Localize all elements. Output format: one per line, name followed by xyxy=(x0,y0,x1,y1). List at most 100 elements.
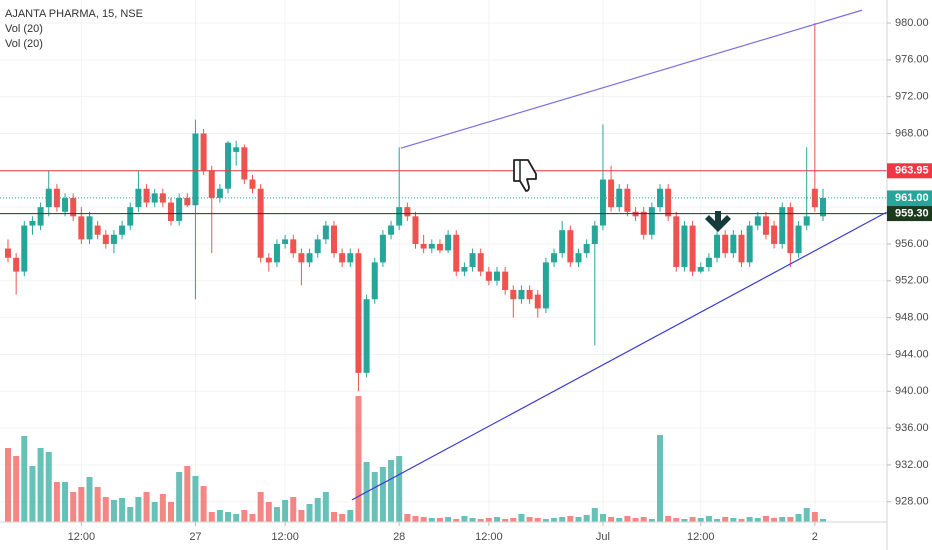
y-tick-label: 976.00 xyxy=(895,54,929,66)
candle-body xyxy=(616,188,623,208)
volume-bar xyxy=(265,502,272,522)
candle-body xyxy=(257,188,264,258)
candle-body xyxy=(110,234,117,244)
volume-bar xyxy=(371,472,378,522)
volume-bar xyxy=(461,516,468,522)
volume-bar xyxy=(526,517,533,522)
candle-body xyxy=(53,188,60,208)
x-tick-label: 2 xyxy=(812,531,818,543)
volume-bar xyxy=(273,507,280,522)
candle-body xyxy=(453,234,460,272)
x-tick-label: 27 xyxy=(189,531,201,543)
volume-bar xyxy=(762,516,769,522)
candle-body xyxy=(396,207,403,226)
volume-bar xyxy=(608,517,615,522)
volume-bar xyxy=(13,456,20,522)
candle-body xyxy=(265,257,272,263)
volume-bar xyxy=(53,482,60,522)
candle-body xyxy=(445,234,452,251)
candle-body xyxy=(681,225,688,267)
candle-body xyxy=(730,234,737,254)
volume-bar xyxy=(290,497,297,522)
volume-bar xyxy=(738,519,745,522)
candle-body xyxy=(534,294,541,309)
candle-body xyxy=(168,202,174,221)
y-tick-label: 952.00 xyxy=(895,275,929,287)
volume-bar xyxy=(811,512,818,522)
volume-bar xyxy=(45,452,52,522)
price-label: 961.00 xyxy=(895,192,929,204)
candle-body xyxy=(803,216,810,226)
indicator-label: Vol (20) xyxy=(5,38,43,50)
volume-bar xyxy=(331,512,337,522)
candle-body xyxy=(771,225,778,244)
candle-body xyxy=(591,225,598,244)
volume-bar xyxy=(803,508,810,522)
volume-bar xyxy=(404,514,411,522)
y-tick-label: 928.00 xyxy=(895,496,929,508)
volume-bar xyxy=(518,514,525,522)
candle-body xyxy=(322,225,329,240)
candle-body xyxy=(241,147,248,180)
candle-body xyxy=(436,243,443,251)
candle-body xyxy=(86,216,93,240)
y-tick-label: 936.00 xyxy=(895,422,929,434)
candle-body xyxy=(273,243,280,263)
volume-bar xyxy=(714,519,721,522)
candle-body xyxy=(665,188,672,217)
y-tick-label: 956.00 xyxy=(895,238,929,250)
volume-bar xyxy=(771,518,778,522)
volume-bar xyxy=(151,502,158,522)
candle-body xyxy=(94,225,101,235)
y-tick-label: 972.00 xyxy=(895,91,929,103)
volume-bar xyxy=(754,518,761,522)
volume-bar xyxy=(795,514,802,522)
volume-bar xyxy=(249,514,256,522)
volume-bar xyxy=(257,492,264,522)
candle-body xyxy=(811,188,818,208)
y-tick-label: 940.00 xyxy=(895,385,929,397)
candle-body xyxy=(648,207,655,235)
volume-bar xyxy=(722,517,729,522)
candle-body xyxy=(233,147,240,152)
volume-bar xyxy=(779,517,786,522)
axis: 928.00 932.00 936.00 940.00 944.00 948.00 952.… xyxy=(68,17,932,543)
volume-bar xyxy=(494,517,500,522)
volume-bar xyxy=(298,510,305,522)
candle-body xyxy=(127,207,134,226)
volume-bar xyxy=(306,504,313,522)
price-label-box xyxy=(887,163,932,179)
x-tick-label: 12:00 xyxy=(68,531,96,543)
candle-body xyxy=(184,197,191,206)
candle-body xyxy=(21,225,28,272)
candle-body xyxy=(583,243,590,254)
volume-bar xyxy=(624,516,631,522)
price-label-box xyxy=(887,206,932,222)
volume-bar xyxy=(436,518,443,522)
volume-bar xyxy=(469,518,476,522)
volume-bar xyxy=(282,500,289,522)
volume-bar xyxy=(730,518,737,522)
candle-body xyxy=(70,197,77,217)
candle-body xyxy=(469,253,476,267)
candle-body xyxy=(673,216,680,267)
volume-bar xyxy=(388,460,395,522)
volume-bar xyxy=(176,472,183,522)
y-tick-label: 932.00 xyxy=(895,459,929,471)
volume-bar xyxy=(168,502,174,522)
candle-body xyxy=(762,216,769,235)
candle-body xyxy=(746,225,753,263)
candle-body xyxy=(119,225,126,235)
volume-bar xyxy=(37,448,44,522)
volume-bar xyxy=(689,517,696,522)
volume-bar xyxy=(200,486,207,522)
marks xyxy=(0,9,888,522)
trendline xyxy=(351,211,888,501)
volume-bar xyxy=(62,482,69,522)
volume-bar xyxy=(127,507,134,522)
candle-body xyxy=(502,271,509,290)
candle-body xyxy=(485,271,492,281)
volume-bar xyxy=(143,492,150,522)
candle-body xyxy=(78,216,85,240)
